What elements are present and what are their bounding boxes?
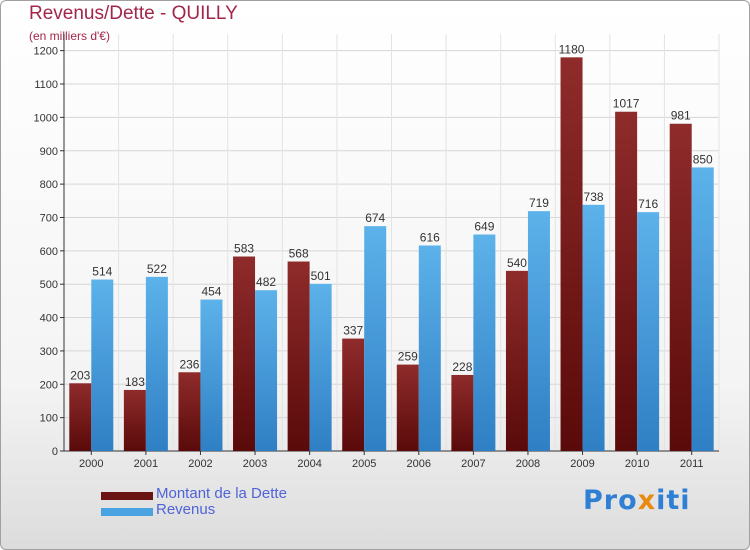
chart-title: Revenus/Dette - QUILLY bbox=[29, 3, 238, 24]
legend-label-dette: Montant de la Dette bbox=[156, 485, 287, 502]
bar-dette bbox=[560, 57, 583, 452]
y-tick-label: 200 bbox=[40, 379, 58, 391]
y-tick-label: 400 bbox=[40, 313, 58, 325]
y-tick-label: 0 bbox=[52, 446, 58, 458]
data-label: 616 bbox=[420, 231, 440, 245]
data-label: 259 bbox=[398, 350, 418, 364]
data-label: 514 bbox=[92, 265, 112, 279]
bar-dette bbox=[396, 364, 419, 451]
x-tick-label: 2001 bbox=[134, 458, 158, 470]
bar-revenus bbox=[637, 212, 660, 451]
proxiti-logo: Proxiti bbox=[583, 485, 691, 516]
bars bbox=[69, 57, 714, 452]
data-label: 568 bbox=[289, 247, 309, 261]
data-label: 236 bbox=[179, 357, 199, 371]
data-label: 337 bbox=[343, 324, 363, 338]
bar-dette bbox=[669, 123, 692, 451]
y-tick-label: 1100 bbox=[34, 79, 58, 91]
chart-subtitle: (en milliers d'€) bbox=[29, 29, 110, 43]
data-label: 1017 bbox=[613, 97, 640, 111]
bar-dette bbox=[69, 383, 92, 451]
legend-label-revenus: Revenus bbox=[156, 501, 216, 518]
data-label: 738 bbox=[584, 190, 604, 204]
y-tick-label: 100 bbox=[40, 413, 58, 425]
data-label: 850 bbox=[693, 152, 713, 166]
bar-dette bbox=[451, 374, 474, 451]
bar-dette bbox=[342, 338, 365, 451]
bar-dette bbox=[233, 256, 256, 451]
x-tick-label: 2006 bbox=[407, 458, 431, 470]
x-tick-label: 2007 bbox=[461, 458, 485, 470]
grid-lines bbox=[63, 34, 720, 452]
x-tick-label: 2000 bbox=[79, 458, 103, 470]
data-label: 674 bbox=[365, 211, 385, 225]
data-label: 228 bbox=[452, 360, 472, 374]
data-label: 649 bbox=[474, 219, 494, 233]
data-label: 203 bbox=[70, 368, 90, 382]
bar-dette bbox=[178, 372, 201, 451]
x-tick-label: 2009 bbox=[570, 458, 594, 470]
x-tick-label: 2008 bbox=[516, 458, 540, 470]
bar-dette bbox=[615, 111, 638, 452]
bar-revenus bbox=[418, 245, 441, 451]
y-tick-label: 1200 bbox=[34, 46, 58, 58]
x-tick-label: 2011 bbox=[680, 458, 704, 470]
y-tick-label: 800 bbox=[40, 179, 58, 191]
data-label: 482 bbox=[256, 275, 276, 289]
data-label: 454 bbox=[201, 285, 221, 299]
axes: 0 100 200 300 400 500 600 700 800 900 1000 1100 1200… bbox=[34, 34, 719, 470]
data-label: 540 bbox=[507, 256, 527, 270]
bar-dette bbox=[505, 270, 528, 451]
bar-revenus bbox=[364, 226, 387, 451]
bar-revenus bbox=[582, 204, 605, 451]
bar-revenus bbox=[91, 279, 114, 451]
x-tick-label: 2004 bbox=[297, 458, 321, 470]
x-tick-label: 2005 bbox=[352, 458, 376, 470]
x-tick-label: 2002 bbox=[188, 458, 212, 470]
data-label: 716 bbox=[638, 197, 658, 211]
x-tick-label: 2003 bbox=[243, 458, 267, 470]
x-tick-label: 2010 bbox=[625, 458, 649, 470]
data-label: 583 bbox=[234, 242, 254, 256]
bar-revenus bbox=[200, 299, 223, 451]
data-label: 981 bbox=[671, 109, 691, 123]
data-label: 183 bbox=[125, 375, 145, 389]
y-tick-label: 900 bbox=[40, 146, 58, 158]
bar-dette bbox=[287, 261, 310, 451]
bar-revenus bbox=[309, 283, 332, 451]
bar-revenus bbox=[255, 290, 278, 451]
data-label: 501 bbox=[311, 269, 331, 283]
data-label: 719 bbox=[529, 196, 549, 210]
y-tick-label: 500 bbox=[40, 279, 58, 291]
data-label: 1180 bbox=[559, 42, 585, 56]
bar-revenus bbox=[527, 211, 550, 451]
y-tick-label: 1000 bbox=[34, 112, 58, 124]
data-label: 522 bbox=[147, 262, 167, 276]
bar-revenus bbox=[473, 234, 496, 451]
bar-revenus bbox=[691, 167, 714, 451]
bar-dette bbox=[123, 389, 146, 451]
bar-revenus bbox=[145, 276, 168, 451]
legend-swatch-dette bbox=[101, 492, 153, 500]
legend-swatch-revenus bbox=[101, 508, 153, 516]
y-tick-label: 700 bbox=[40, 212, 58, 224]
y-tick-label: 300 bbox=[40, 346, 58, 358]
y-tick-label: 600 bbox=[40, 246, 58, 258]
